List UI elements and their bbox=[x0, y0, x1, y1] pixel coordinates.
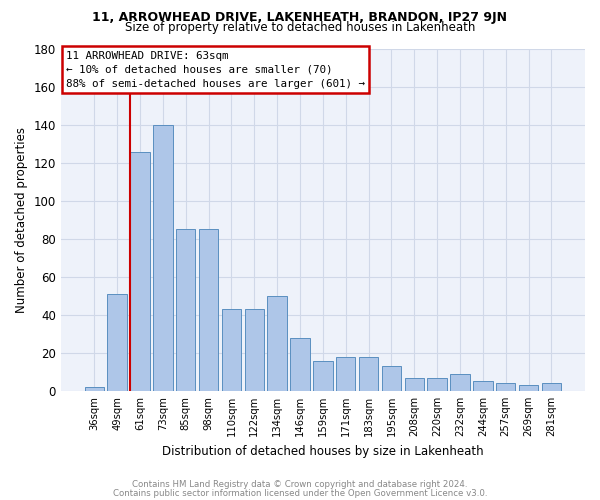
Bar bbox=[199, 230, 218, 391]
Bar bbox=[336, 356, 355, 391]
Bar bbox=[382, 366, 401, 391]
Text: 11 ARROWHEAD DRIVE: 63sqm
← 10% of detached houses are smaller (70)
88% of semi-: 11 ARROWHEAD DRIVE: 63sqm ← 10% of detac… bbox=[66, 50, 365, 88]
Bar bbox=[107, 294, 127, 391]
Bar bbox=[222, 309, 241, 391]
Bar bbox=[176, 230, 196, 391]
Bar bbox=[313, 360, 332, 391]
Text: 11, ARROWHEAD DRIVE, LAKENHEATH, BRANDON, IP27 9JN: 11, ARROWHEAD DRIVE, LAKENHEATH, BRANDON… bbox=[92, 11, 508, 24]
Bar bbox=[290, 338, 310, 391]
Bar bbox=[268, 296, 287, 391]
Text: Contains public sector information licensed under the Open Government Licence v3: Contains public sector information licen… bbox=[113, 488, 487, 498]
Bar bbox=[496, 384, 515, 391]
Bar bbox=[153, 125, 173, 391]
Bar bbox=[451, 374, 470, 391]
Text: Size of property relative to detached houses in Lakenheath: Size of property relative to detached ho… bbox=[125, 21, 475, 34]
Bar bbox=[473, 382, 493, 391]
Y-axis label: Number of detached properties: Number of detached properties bbox=[15, 127, 28, 313]
Bar bbox=[519, 385, 538, 391]
Bar bbox=[245, 309, 264, 391]
Bar bbox=[85, 387, 104, 391]
Bar bbox=[427, 378, 447, 391]
Bar bbox=[359, 356, 379, 391]
Bar bbox=[542, 384, 561, 391]
Text: Contains HM Land Registry data © Crown copyright and database right 2024.: Contains HM Land Registry data © Crown c… bbox=[132, 480, 468, 489]
Bar bbox=[404, 378, 424, 391]
X-axis label: Distribution of detached houses by size in Lakenheath: Distribution of detached houses by size … bbox=[162, 444, 484, 458]
Bar bbox=[130, 152, 150, 391]
